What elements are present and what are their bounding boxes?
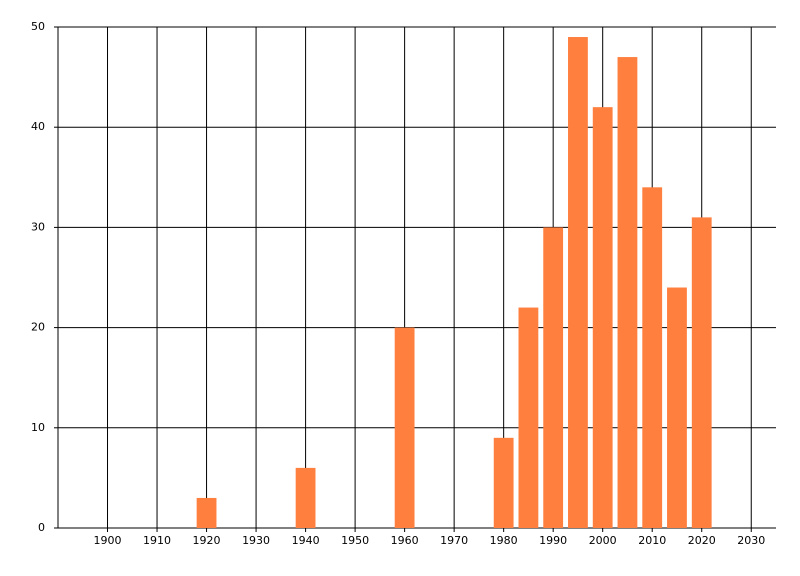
- x-tick-label: 1940: [292, 534, 320, 547]
- bar: [568, 37, 588, 529]
- x-tick-label: 2010: [638, 534, 666, 547]
- x-tick-label: 1970: [440, 534, 468, 547]
- y-tick-label: 40: [31, 120, 45, 133]
- x-tick-label: 1930: [242, 534, 270, 547]
- y-tick-label: 10: [31, 421, 45, 434]
- x-tick-label: 2020: [688, 534, 716, 547]
- x-tick-label: 1960: [391, 534, 419, 547]
- bar: [691, 217, 712, 528]
- bar: [295, 467, 316, 528]
- x-tick-label: 1980: [490, 534, 518, 547]
- x-tick-label: 1920: [193, 534, 221, 547]
- bar: [196, 497, 217, 528]
- x-tick-label: 1910: [143, 534, 171, 547]
- x-tick-label: 1900: [94, 534, 122, 547]
- bar: [518, 307, 539, 528]
- bar: [617, 57, 638, 529]
- bar: [493, 437, 514, 528]
- x-tick-label: 2030: [737, 534, 765, 547]
- bar: [394, 327, 415, 528]
- x-tick-label: 1950: [341, 534, 369, 547]
- bar: [667, 287, 687, 528]
- bar: [543, 227, 564, 528]
- x-tick-label: 1990: [539, 534, 567, 547]
- x-tick-label: 2000: [589, 534, 617, 547]
- y-tick-label: 20: [31, 321, 45, 334]
- bar: [592, 107, 613, 528]
- y-tick-label: 50: [31, 20, 45, 33]
- y-tick-label: 30: [31, 220, 45, 233]
- bar: [642, 187, 663, 528]
- y-tick-label: 0: [38, 521, 45, 534]
